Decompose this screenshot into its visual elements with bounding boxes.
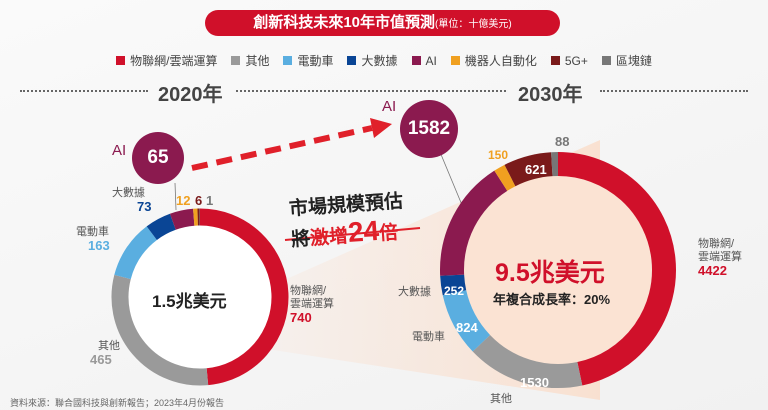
donut-slice-0-1 [111,274,209,386]
donut-slice-0-3 [146,213,177,241]
donut-slice-0-0 [199,208,289,386]
legend-label: AI [425,54,437,68]
legend: 物聯網/雲端運算 其他 電動車 大數據 AI 機器人自動化 5G+ 區塊鏈 [0,52,768,69]
bigdata-2020-label: 大數據 73 [112,187,151,213]
donut-slice-1-0 [557,152,676,386]
total-2030: 9.5兆美元 [495,259,605,287]
legend-label: 大數據 [361,54,398,68]
label-text: 物聯網/ 雲端運算 [290,285,334,310]
legend-swatch [347,56,357,65]
legend-label: 其他 [245,54,270,68]
legend-swatch [231,56,241,65]
divider [600,90,748,92]
donut-slice-1-3 [440,274,467,296]
legend-item: 物聯網/雲端運算 [116,52,217,69]
legend-swatch [283,56,293,65]
divider [20,90,148,92]
callout-multiplier: 24 [346,214,381,248]
callout-text: 倍 [378,222,399,245]
legend-label: 電動車 [297,54,334,68]
5g-2030-value: 621 [525,162,547,177]
legend-swatch [601,56,611,65]
bigdata-2030-value: 252 [444,284,465,298]
legend-item: 電動車 [283,52,333,69]
legend-item: 機器人自動化 [450,52,537,69]
bigdata-2030-label: 大數據 [398,286,431,298]
ev-2020-label: 電動車 163 [76,226,110,252]
label-text: 其他 [98,340,120,352]
blockchain-2030-value: 88 [555,134,570,149]
ai-label: AI [112,142,127,159]
donut-slice-0-2 [114,226,158,280]
legend-swatch [116,56,126,65]
legend-item: 區塊鏈 [601,52,652,69]
ai-label: AI [382,98,397,115]
cagr-label: 年複合成長率：20% [493,292,611,307]
donut-slice-1-1 [472,334,583,388]
robot-2030-value: 150 [488,148,509,162]
5g-2020-value: 6 [195,193,203,208]
donut-center [128,225,272,369]
legend-label: 區塊鏈 [615,54,652,68]
other-2030-value: 1530 [520,375,549,390]
growth-callout: 市場規模預估 將激增24倍 [288,186,406,253]
callout-text: 將 [290,228,312,251]
legend-swatch [550,56,560,65]
value: 4422 [698,263,727,278]
value: 465 [90,352,112,367]
divider [236,90,506,92]
robot-2020-value: 12 [176,193,191,208]
total-2020: 1.5兆美元 [152,292,227,311]
label-text: 大數據 [112,187,145,199]
iot-2030-label: 物聯網/ 雲端運算 4422 [698,238,742,277]
legend-label: 物聯網/雲端運算 [130,54,218,68]
year-2030-label: 2030年 [518,84,583,106]
legend-swatch [411,56,421,65]
arrow-head-icon [370,118,392,138]
ai-2030-bubble: 1582 [400,100,458,158]
value: 73 [137,199,152,214]
label-text: 電動車 [76,226,109,238]
label-text: 物聯網/ 雲端運算 [698,238,742,263]
source-note: 資料來源：聯合國科技與創新報告；2023年4月份報告 [10,398,225,408]
ev-2030-label: 電動車 [412,331,445,343]
legend-item: 其他 [231,52,269,69]
title-text: 創新科技未來10年市值預測 [253,14,435,31]
other-2030-label: 其他 [490,393,512,405]
callout-text: 激增 [309,225,349,250]
legend-label: 機器人自動化 [464,54,537,68]
donut-slice-1-2 [442,289,491,352]
unit-text: (單位：十億美元) [435,19,512,30]
ai-2020-bubble: 65 [132,132,184,184]
iot-2020-label: 物聯網/ 雲端運算 740 [290,285,334,324]
chart-title: 創新科技未來10年市值預測(單位：十億美元) [205,10,560,36]
legend-item: 5G+ [550,54,588,68]
donut-slice-1-4 [440,170,508,276]
legend-item: 大數據 [347,52,398,69]
value: 163 [88,238,110,253]
donut-slice-1-6 [504,152,553,187]
legend-label: 5G+ [564,54,588,68]
legend-swatch [450,56,460,65]
donut-slice-0-4 [169,208,195,230]
donut-center [464,176,652,364]
year-2020-label: 2020年 [158,84,223,106]
value: 740 [290,310,312,325]
growth-arrow [191,125,373,171]
legend-item: AI [411,54,437,68]
donut-slice-1-5 [494,164,516,191]
ev-2030-value: 824 [456,320,478,335]
blockchain-2020-value: 1 [206,193,214,208]
other-2020-label: 其他 465 [90,340,120,366]
